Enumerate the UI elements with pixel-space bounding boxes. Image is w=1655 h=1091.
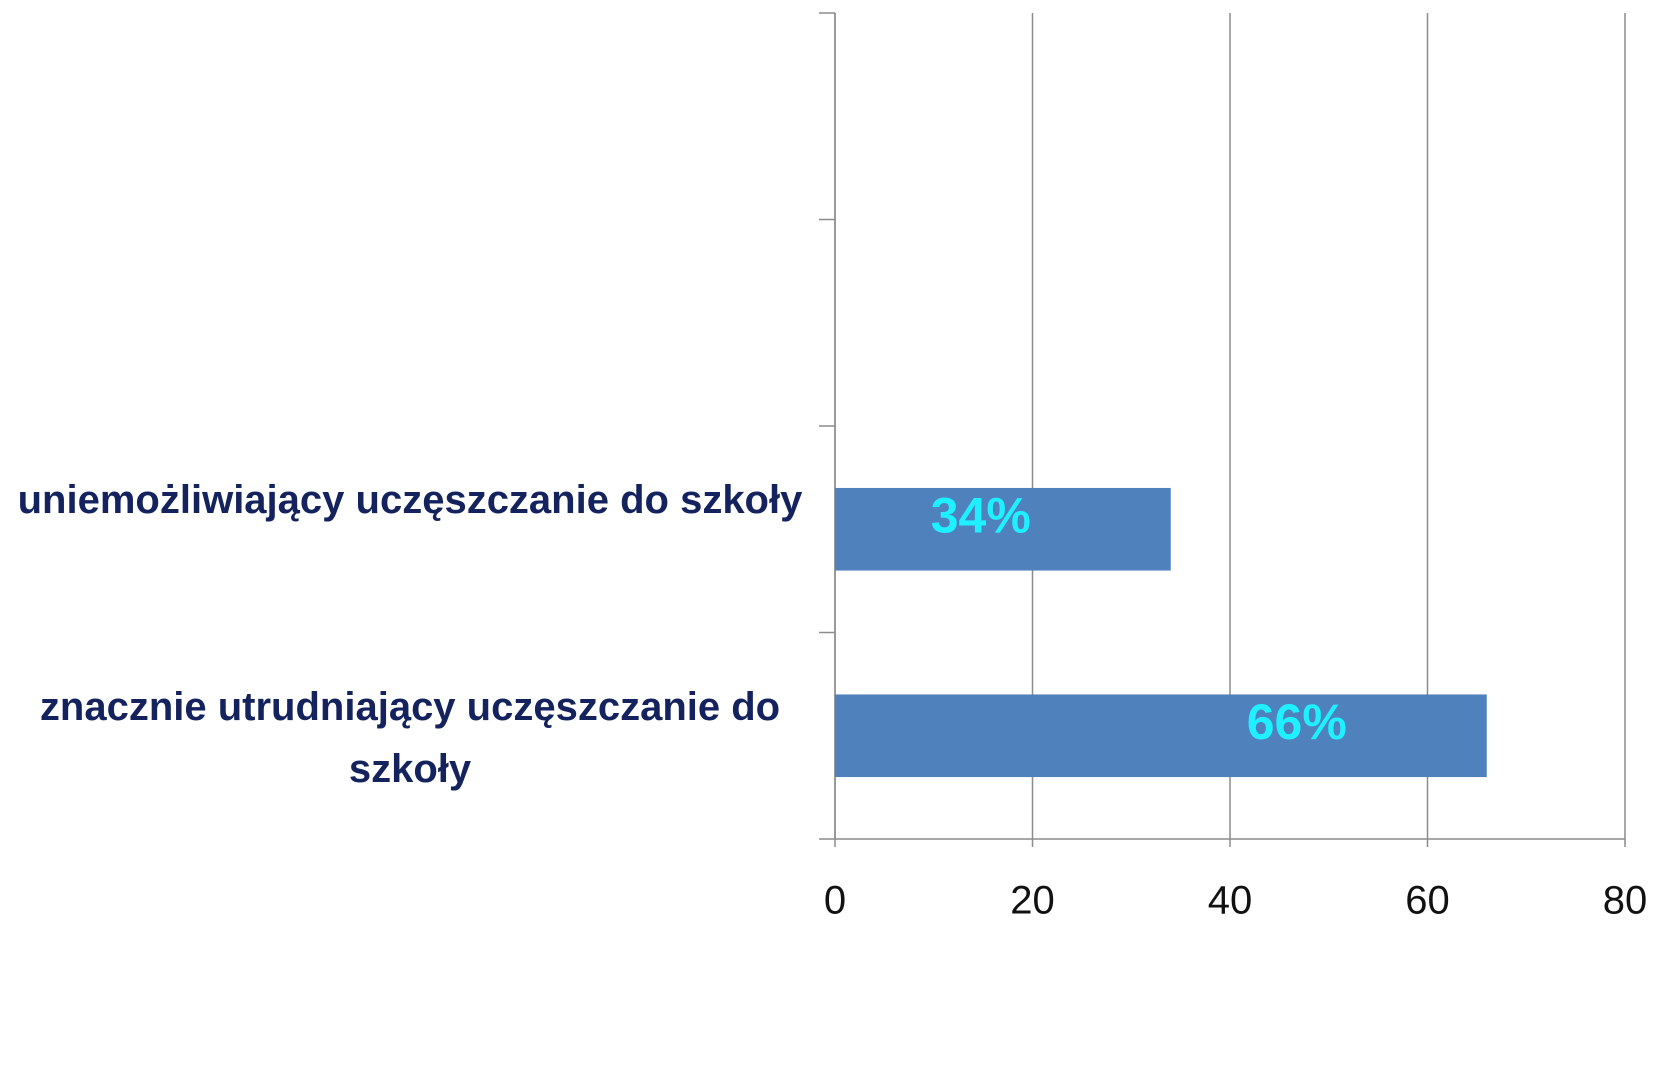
x-tick-label: 20 bbox=[1010, 879, 1055, 923]
x-tick-label: 80 bbox=[1603, 879, 1648, 923]
bar bbox=[835, 694, 1487, 778]
x-tick-label: 0 bbox=[824, 879, 846, 923]
x-tick-label: 40 bbox=[1208, 879, 1253, 923]
bar bbox=[835, 487, 1171, 571]
y-tick-label: znacznie utrudniający uczęszczanie do sz… bbox=[39, 684, 781, 791]
value-label: 66% bbox=[1247, 694, 1347, 750]
y-tick-label: uniemożliwiający uczęszczanie do szkoły bbox=[17, 478, 803, 523]
x-tick-label: 60 bbox=[1405, 879, 1450, 923]
value-label: 34% bbox=[931, 487, 1031, 543]
